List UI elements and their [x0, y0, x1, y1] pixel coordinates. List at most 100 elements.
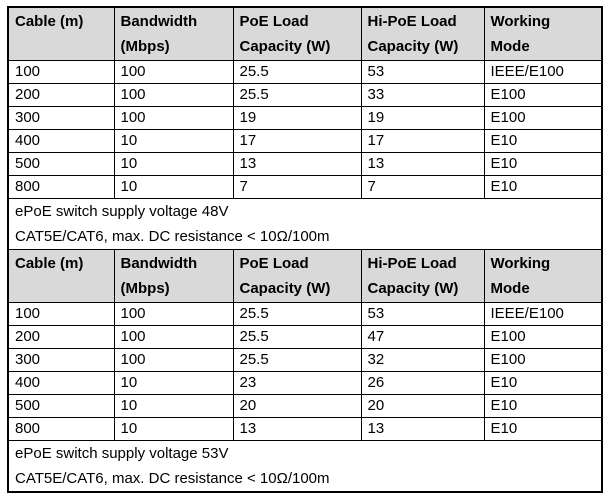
cell-hipoe-load: 32	[360, 348, 485, 372]
cell-working-mode: IEEE/E100	[483, 60, 603, 84]
cell-hipoe-load: 26	[360, 371, 485, 395]
cell-hipoe-load: 20	[360, 394, 485, 418]
table-header-row-2: Cable (m) Bandwidth (Mbps) PoE Load Capa…	[7, 249, 603, 303]
cell-working-mode: E100	[483, 83, 603, 107]
section-note-row: ePoE switch supply voltage 53V CAT5E/CAT…	[7, 440, 603, 493]
cell-working-mode: E100	[483, 348, 603, 372]
cell-cable: 100	[7, 302, 115, 326]
cell-poe-load: 19	[232, 106, 362, 130]
table-row: 800 10 13 13 E10	[7, 417, 603, 441]
cell-cable: 800	[7, 175, 115, 199]
header-line: PoE Load	[239, 13, 309, 30]
note-cable-spec: CAT5E/CAT6, max. DC resistance < 10Ω/100…	[15, 228, 330, 245]
cell-working-mode: E10	[483, 394, 603, 418]
cell-poe-load: 7	[232, 175, 362, 199]
table-row: 300 100 25.5 32 E100	[7, 348, 603, 372]
table-row: 400 10 17 17 E10	[7, 129, 603, 153]
header-line: Working	[490, 255, 551, 272]
cell-bandwidth: 100	[113, 348, 234, 372]
cell-bandwidth: 10	[113, 175, 234, 199]
cell-cable: 100	[7, 60, 115, 84]
cell-bandwidth: 10	[113, 129, 234, 153]
cell-cable: 200	[7, 83, 115, 107]
header-line	[15, 34, 112, 59]
cell-hipoe-load: 33	[360, 83, 485, 107]
cell-working-mode: E10	[483, 175, 603, 199]
header-line: Mode	[490, 38, 530, 55]
cell-poe-load: 23	[232, 371, 362, 395]
header-line: Capacity (W)	[239, 280, 331, 297]
note-cable-spec: CAT5E/CAT6, max. DC resistance < 10Ω/100…	[15, 470, 330, 487]
header-cell-working-mode: Working Mode	[483, 249, 603, 303]
section-note-row: ePoE switch supply voltage 48V CAT5E/CAT…	[7, 198, 603, 250]
cell-hipoe-load: 53	[360, 60, 485, 84]
cell-cable: 400	[7, 371, 115, 395]
cell-working-mode: E10	[483, 152, 603, 176]
cell-cable: 800	[7, 417, 115, 441]
header-cell-cable: Cable (m)	[7, 6, 115, 61]
cell-working-mode: E100	[483, 325, 603, 349]
cell-cable: 400	[7, 129, 115, 153]
table-row: 500 10 20 20 E10	[7, 394, 603, 418]
table-row: 200 100 25.5 33 E100	[7, 83, 603, 107]
cell-cable: 300	[7, 348, 115, 372]
cell-cable: 500	[7, 394, 115, 418]
header-line: (Mbps)	[120, 280, 170, 297]
table-row: 100 100 25.5 53 IEEE/E100	[7, 302, 603, 326]
cell-bandwidth: 10	[113, 371, 234, 395]
cell-poe-load: 17	[232, 129, 362, 153]
header-line: Hi-PoE Load	[367, 13, 457, 30]
table-row: 800 10 7 7 E10	[7, 175, 603, 199]
cell-bandwidth: 100	[113, 302, 234, 326]
cell-hipoe-load: 13	[360, 417, 485, 441]
table-row: 500 10 13 13 E10	[7, 152, 603, 176]
header-line: Hi-PoE Load	[367, 255, 457, 272]
table-row: 200 100 25.5 47 E100	[7, 325, 603, 349]
note-supply-voltage: ePoE switch supply voltage 48V	[15, 203, 229, 220]
header-line: Capacity (W)	[367, 280, 459, 297]
table-row: 100 100 25.5 53 IEEE/E100	[7, 60, 603, 84]
cell-poe-load: 25.5	[232, 60, 362, 84]
cell-cable: 200	[7, 325, 115, 349]
cell-hipoe-load: 47	[360, 325, 485, 349]
header-cell-bandwidth: Bandwidth (Mbps)	[113, 249, 234, 303]
header-line: Mode	[490, 280, 530, 297]
header-line: Cable (m)	[15, 13, 84, 30]
header-line: Working	[490, 13, 551, 30]
section-note: ePoE switch supply voltage 48V CAT5E/CAT…	[7, 198, 603, 250]
header-line: Cable (m)	[15, 255, 84, 272]
cell-bandwidth: 10	[113, 394, 234, 418]
header-cell-hipoe-load: Hi-PoE Load Capacity (W)	[360, 249, 485, 303]
cell-hipoe-load: 13	[360, 152, 485, 176]
table-row: 300 100 19 19 E100	[7, 106, 603, 130]
header-line	[15, 276, 112, 301]
cell-hipoe-load: 53	[360, 302, 485, 326]
cell-bandwidth: 100	[113, 60, 234, 84]
section-note: ePoE switch supply voltage 53V CAT5E/CAT…	[7, 440, 603, 493]
header-line: Capacity (W)	[239, 38, 331, 55]
cell-hipoe-load: 17	[360, 129, 485, 153]
header-cell-poe-load: PoE Load Capacity (W)	[232, 249, 362, 303]
cell-poe-load: 25.5	[232, 302, 362, 326]
cell-poe-load: 20	[232, 394, 362, 418]
header-line: Bandwidth	[120, 255, 198, 272]
cell-cable: 300	[7, 106, 115, 130]
cell-hipoe-load: 19	[360, 106, 485, 130]
header-cell-poe-load: PoE Load Capacity (W)	[232, 6, 362, 61]
header-cell-cable: Cable (m)	[7, 249, 115, 303]
epoe-spec-table: Cable (m) Bandwidth (Mbps) PoE Load Capa…	[7, 6, 603, 493]
cell-poe-load: 13	[232, 417, 362, 441]
cell-working-mode: E100	[483, 106, 603, 130]
note-supply-voltage: ePoE switch supply voltage 53V	[15, 445, 229, 462]
cell-working-mode: E10	[483, 371, 603, 395]
header-cell-working-mode: Working Mode	[483, 6, 603, 61]
cell-working-mode: IEEE/E100	[483, 302, 603, 326]
cell-working-mode: E10	[483, 417, 603, 441]
header-cell-bandwidth: Bandwidth (Mbps)	[113, 6, 234, 61]
cell-poe-load: 13	[232, 152, 362, 176]
cell-bandwidth: 100	[113, 83, 234, 107]
cell-bandwidth: 100	[113, 106, 234, 130]
cell-working-mode: E10	[483, 129, 603, 153]
cell-cable: 500	[7, 152, 115, 176]
